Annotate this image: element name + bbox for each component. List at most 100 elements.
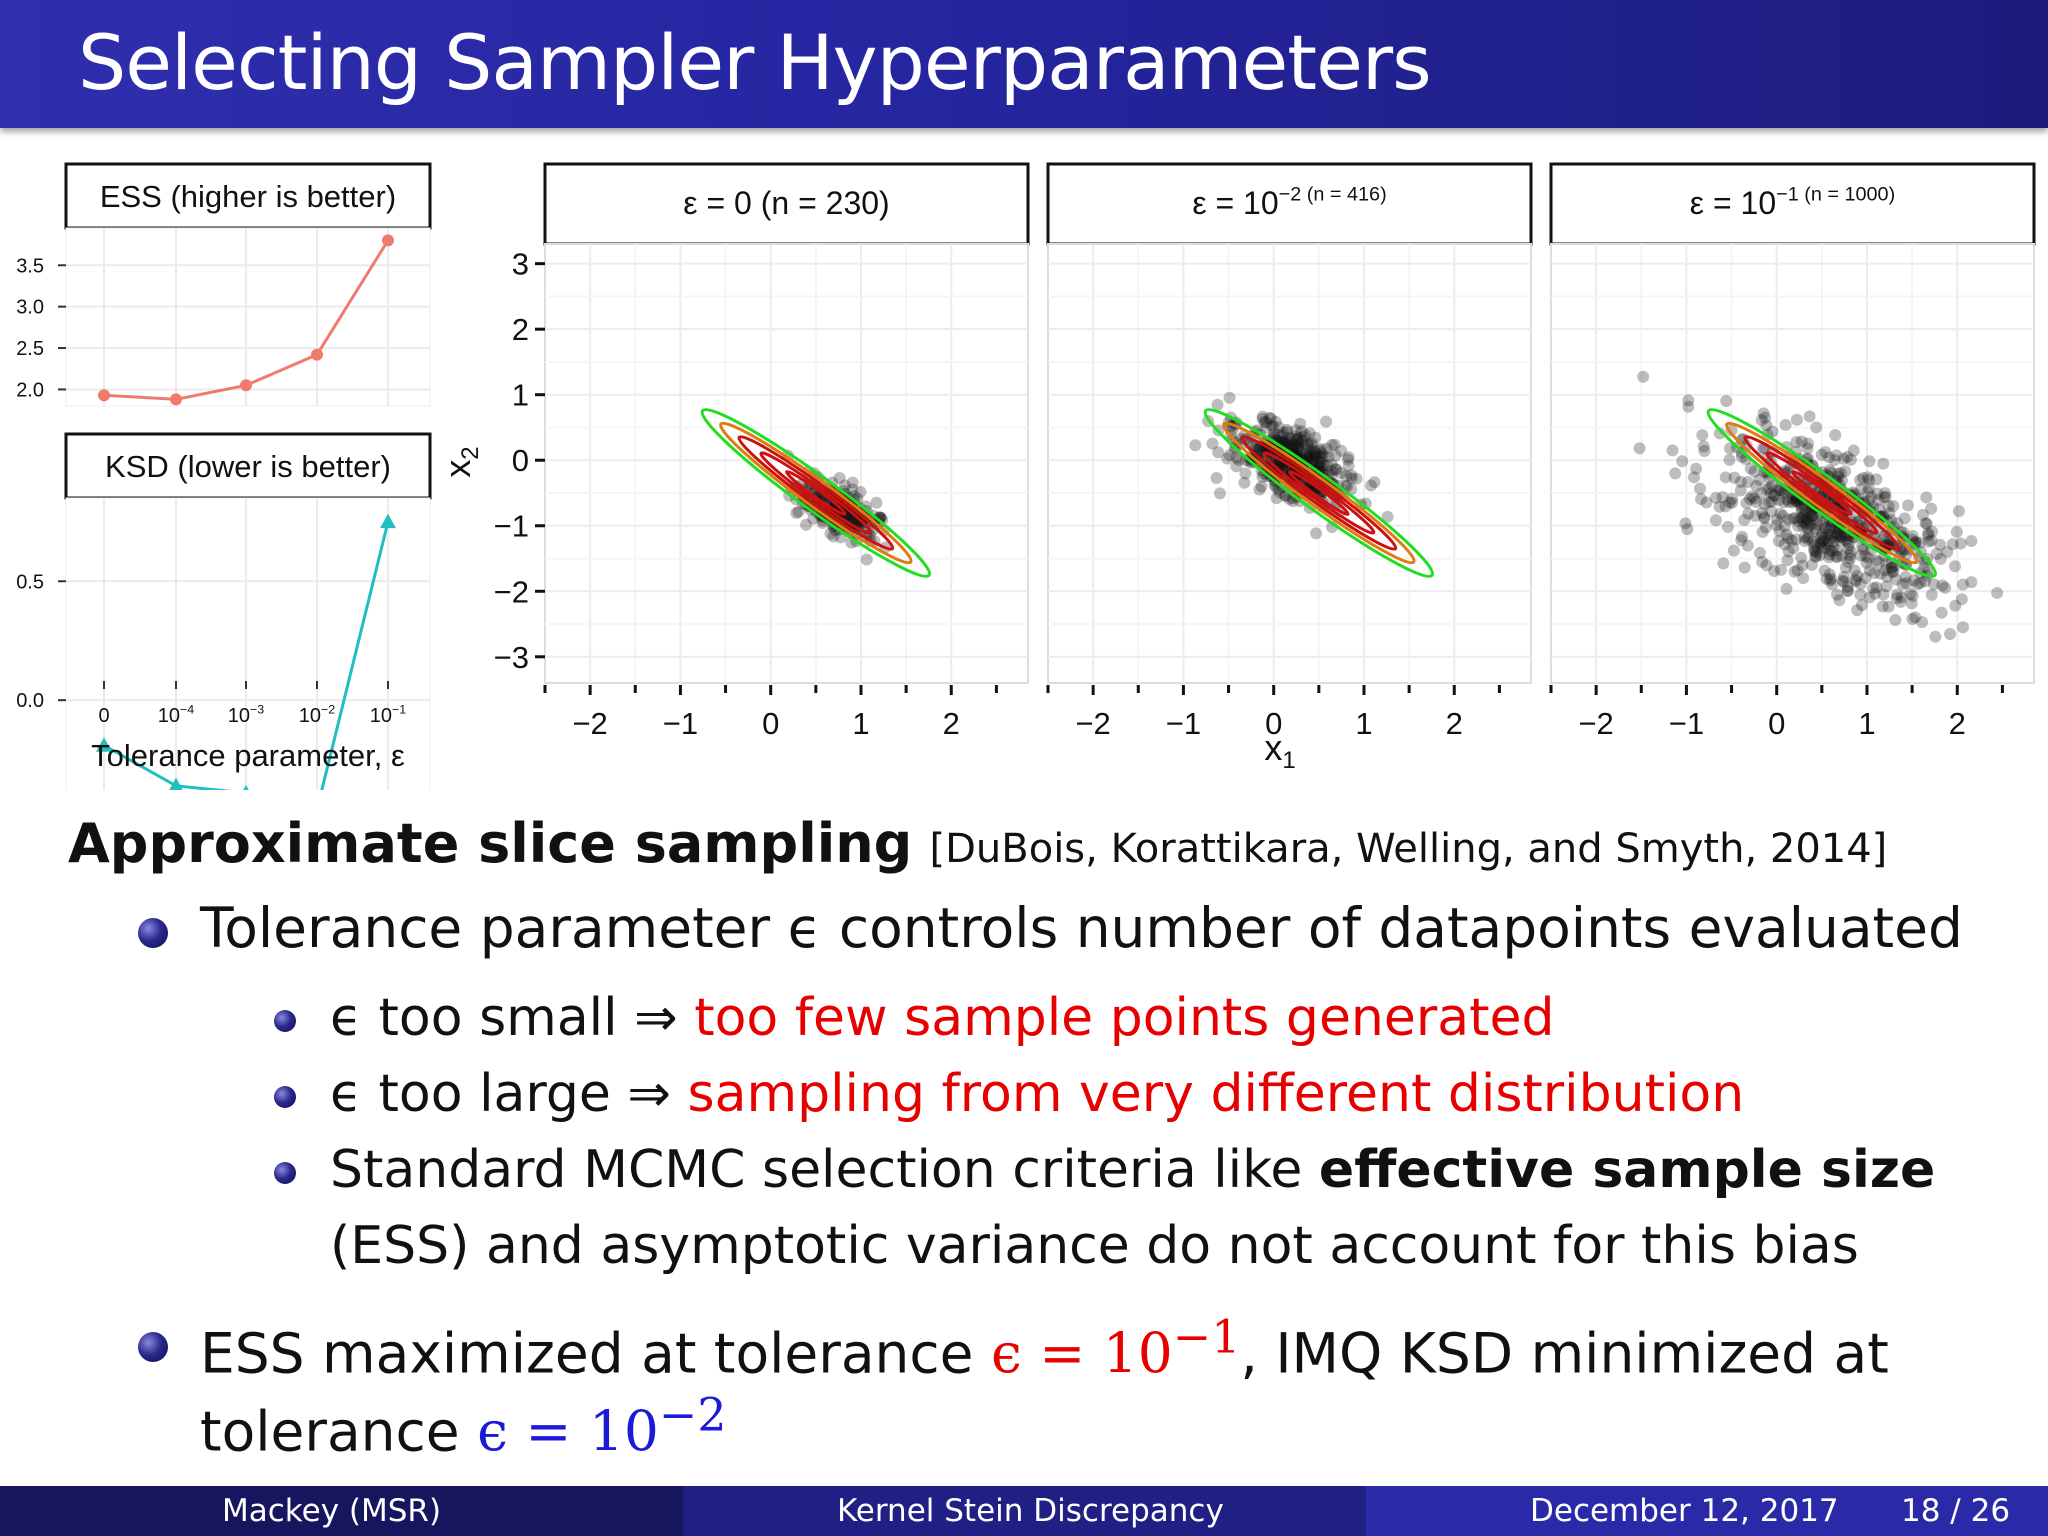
- scatter-point: [1843, 538, 1856, 551]
- scatter-point: [1837, 452, 1850, 465]
- scatter-point: [1303, 445, 1316, 458]
- scatter-point: [1855, 483, 1868, 496]
- scatter-point: [1296, 434, 1309, 447]
- scatter-point: [1249, 456, 1262, 469]
- scatter-point: [1256, 410, 1269, 423]
- scatter-point: [1874, 567, 1887, 580]
- scatter-point: [1788, 565, 1801, 578]
- scatter-point: [1861, 471, 1874, 484]
- scatter-point: [1872, 494, 1885, 507]
- scatter-point: [1854, 549, 1867, 562]
- scatter-point: [876, 513, 889, 526]
- scatter-point: [1309, 445, 1322, 458]
- ess-points: [98, 234, 394, 406]
- bullet-ess-text-a: ESS maximized at tolerance: [200, 1321, 991, 1386]
- scatter-point: [1790, 413, 1803, 426]
- x-tick-label: 1: [852, 706, 869, 741]
- x-axis: −2 −1 0 1 2: [1549, 685, 2004, 741]
- scatter-point: [1309, 448, 1322, 461]
- scatter-point: [1273, 486, 1286, 499]
- scatter-point: [1286, 492, 1299, 505]
- scatter-point: [1909, 611, 1922, 624]
- scatter-point: [1795, 504, 1808, 517]
- scatter-point: [1304, 449, 1317, 462]
- scatter-point: [1946, 538, 1959, 551]
- x-tick-label: 2: [1446, 706, 1463, 741]
- ksd-x-ticks: 0 10−4 10−3 10−2 10−1: [98, 681, 406, 727]
- scatter-point: [1898, 512, 1911, 525]
- scatter-point: [1818, 516, 1831, 529]
- scatter-point: [1763, 482, 1776, 495]
- scatter-point: [1822, 551, 1835, 564]
- scatter-point: [1879, 490, 1892, 503]
- scatter-point: [1758, 411, 1771, 424]
- scatter-point: [1831, 550, 1844, 563]
- scatter-point: [1315, 452, 1328, 465]
- y-tick-label: 3.0: [16, 297, 44, 319]
- scatter-point: [1843, 549, 1856, 562]
- scatter-point: [1223, 391, 1236, 404]
- scatter-point: [1753, 546, 1766, 559]
- scatter-point: [1803, 410, 1816, 423]
- scatter-x-label: x1: [1264, 727, 1295, 774]
- slide-title: Selecting Sampler Hyperparameters: [78, 18, 1432, 107]
- y-tick-label: −1: [494, 509, 529, 544]
- scatter-point: [1810, 546, 1823, 559]
- ess-y-ticks: 2.0 2.5 3.0 3.5: [16, 255, 66, 401]
- scatter-point: [1772, 534, 1785, 547]
- scatter-point: [1816, 535, 1829, 548]
- scatter-point: [1795, 435, 1808, 448]
- scatter-point: [1848, 564, 1861, 577]
- scatter-point: [1877, 457, 1890, 470]
- scatter-point: [1828, 453, 1841, 466]
- bullet-ess-text-b: , IMQ KSD minimized at: [1240, 1321, 1889, 1386]
- ess-plot-area: [65, 227, 431, 407]
- scatter-point: [1260, 416, 1273, 429]
- scatter-point: [1925, 534, 1938, 547]
- x-tick-label: −1: [663, 706, 698, 741]
- panel-title-box: [1046, 162, 1533, 246]
- scatter-point: [1760, 559, 1773, 572]
- x-tick-label: −1: [1669, 706, 1704, 741]
- footer-talk-seg: Kernel Stein Discrepancy: [683, 1486, 1366, 1536]
- scatter-point: [1321, 459, 1334, 472]
- scatter-point: [1801, 532, 1814, 545]
- scatter-point: [1808, 545, 1821, 558]
- scatter-point: [1885, 561, 1898, 574]
- data-point: [96, 737, 112, 752]
- scatter-point: [1765, 479, 1778, 492]
- contour-line: [737, 435, 895, 551]
- scatter-point: [1272, 421, 1285, 434]
- scatter-point: [1206, 437, 1219, 450]
- scatter-point: [1810, 525, 1823, 538]
- scatter-point: [1886, 565, 1899, 578]
- scatter-point: [1842, 556, 1855, 569]
- scatter-point: [1900, 577, 1913, 590]
- scatter-point: [1281, 435, 1294, 448]
- x-tick-label: 2: [943, 706, 960, 741]
- scatter-point: [1841, 580, 1854, 593]
- scatter-point: [1292, 431, 1305, 444]
- scatter-point: [1857, 543, 1870, 556]
- math-eps-blue: ϵ = 10−2: [477, 1388, 726, 1463]
- scatter-point: [1342, 451, 1355, 464]
- scatter-point: [1823, 524, 1836, 537]
- scatter-point: [1844, 552, 1857, 565]
- y-tick-label: 2: [512, 312, 529, 347]
- contour-line: [1706, 408, 1938, 578]
- scatter-point: [1770, 519, 1783, 532]
- contour-line: [1240, 435, 1398, 551]
- x-tick-label: 10−3: [228, 703, 264, 727]
- scatter-point: [1865, 490, 1878, 503]
- subbullet-mcmc-text-a: Standard MCMC selection criteria like: [330, 1140, 1319, 1200]
- scatter-point: [1774, 507, 1787, 520]
- scatter-point: [1863, 564, 1876, 577]
- scatter-point: [1799, 518, 1812, 531]
- scatter-point: [1885, 561, 1898, 574]
- contour-line: [1222, 421, 1416, 565]
- scatter-point: [1834, 530, 1847, 543]
- scatter-point: [1755, 414, 1768, 427]
- scatter-point: [1325, 439, 1338, 452]
- scatter-point: [1831, 544, 1844, 557]
- scatter-point: [1834, 534, 1847, 547]
